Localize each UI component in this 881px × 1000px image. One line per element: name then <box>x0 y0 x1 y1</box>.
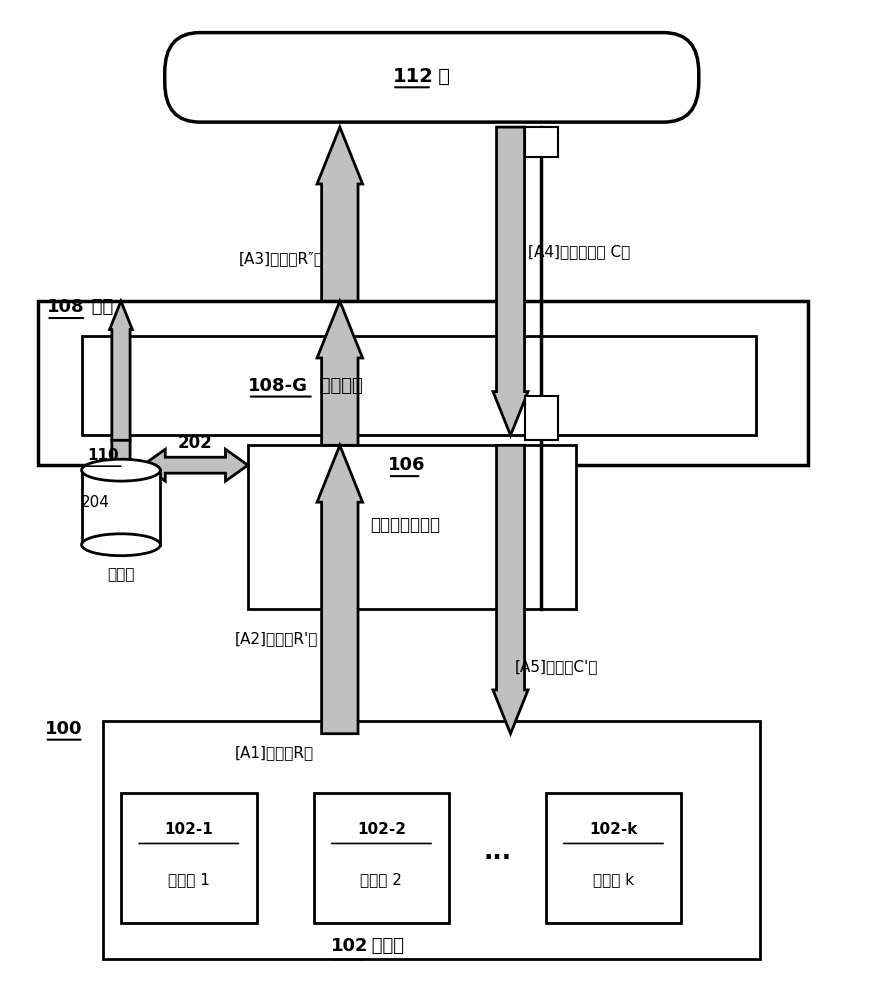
Text: 客户端 2: 客户端 2 <box>360 872 403 887</box>
Bar <box>103 721 760 959</box>
Text: 客户端 1: 客户端 1 <box>168 872 210 887</box>
Text: 客户端: 客户端 <box>366 937 404 955</box>
Polygon shape <box>317 127 363 301</box>
Polygon shape <box>317 301 363 445</box>
Bar <box>82 336 756 435</box>
Bar <box>121 793 256 923</box>
Polygon shape <box>493 445 528 734</box>
Text: 100: 100 <box>45 720 82 738</box>
Ellipse shape <box>82 459 160 481</box>
Text: 通用父代: 通用父代 <box>314 377 362 395</box>
Text: [A5]响应（C'）: [A5]响应（C'） <box>515 659 598 674</box>
Text: ···: ··· <box>484 846 512 870</box>
FancyBboxPatch shape <box>165 33 699 122</box>
Text: [A4]响应（内容 C）: [A4]响应（内容 C） <box>528 244 630 259</box>
Text: [A3]请求（R″）: [A3]请求（R″） <box>239 251 324 266</box>
Bar <box>248 445 576 609</box>
Bar <box>524 396 558 440</box>
Text: 父代: 父代 <box>86 298 113 316</box>
Text: 202: 202 <box>178 434 212 452</box>
Bar <box>38 301 808 465</box>
Polygon shape <box>317 445 363 734</box>
Bar <box>524 127 558 157</box>
Text: 204: 204 <box>81 495 110 510</box>
Text: 102-k: 102-k <box>589 822 638 837</box>
Bar <box>545 793 681 923</box>
Text: 112: 112 <box>392 67 433 86</box>
Text: 106: 106 <box>388 456 426 474</box>
Text: 108: 108 <box>47 298 85 316</box>
Text: 代理（分片器）: 代理（分片器） <box>371 516 440 534</box>
Text: 108-G: 108-G <box>248 377 307 395</box>
Text: 源: 源 <box>432 67 449 86</box>
Polygon shape <box>109 301 132 440</box>
Ellipse shape <box>82 534 160 556</box>
Bar <box>314 793 449 923</box>
Text: [A1]请求（R）: [A1]请求（R） <box>234 746 314 761</box>
Text: 102: 102 <box>331 937 368 955</box>
Polygon shape <box>493 127 528 435</box>
Text: [A2]请求（R'）: [A2]请求（R'） <box>234 631 318 646</box>
Text: 客户端 k: 客户端 k <box>593 872 634 887</box>
Text: 102-2: 102-2 <box>357 822 406 837</box>
Polygon shape <box>109 440 132 540</box>
Text: 110: 110 <box>87 448 119 463</box>
Bar <box>82 470 160 545</box>
Text: 数据库: 数据库 <box>107 568 135 583</box>
Text: 102-1: 102-1 <box>165 822 213 837</box>
Polygon shape <box>143 449 248 481</box>
